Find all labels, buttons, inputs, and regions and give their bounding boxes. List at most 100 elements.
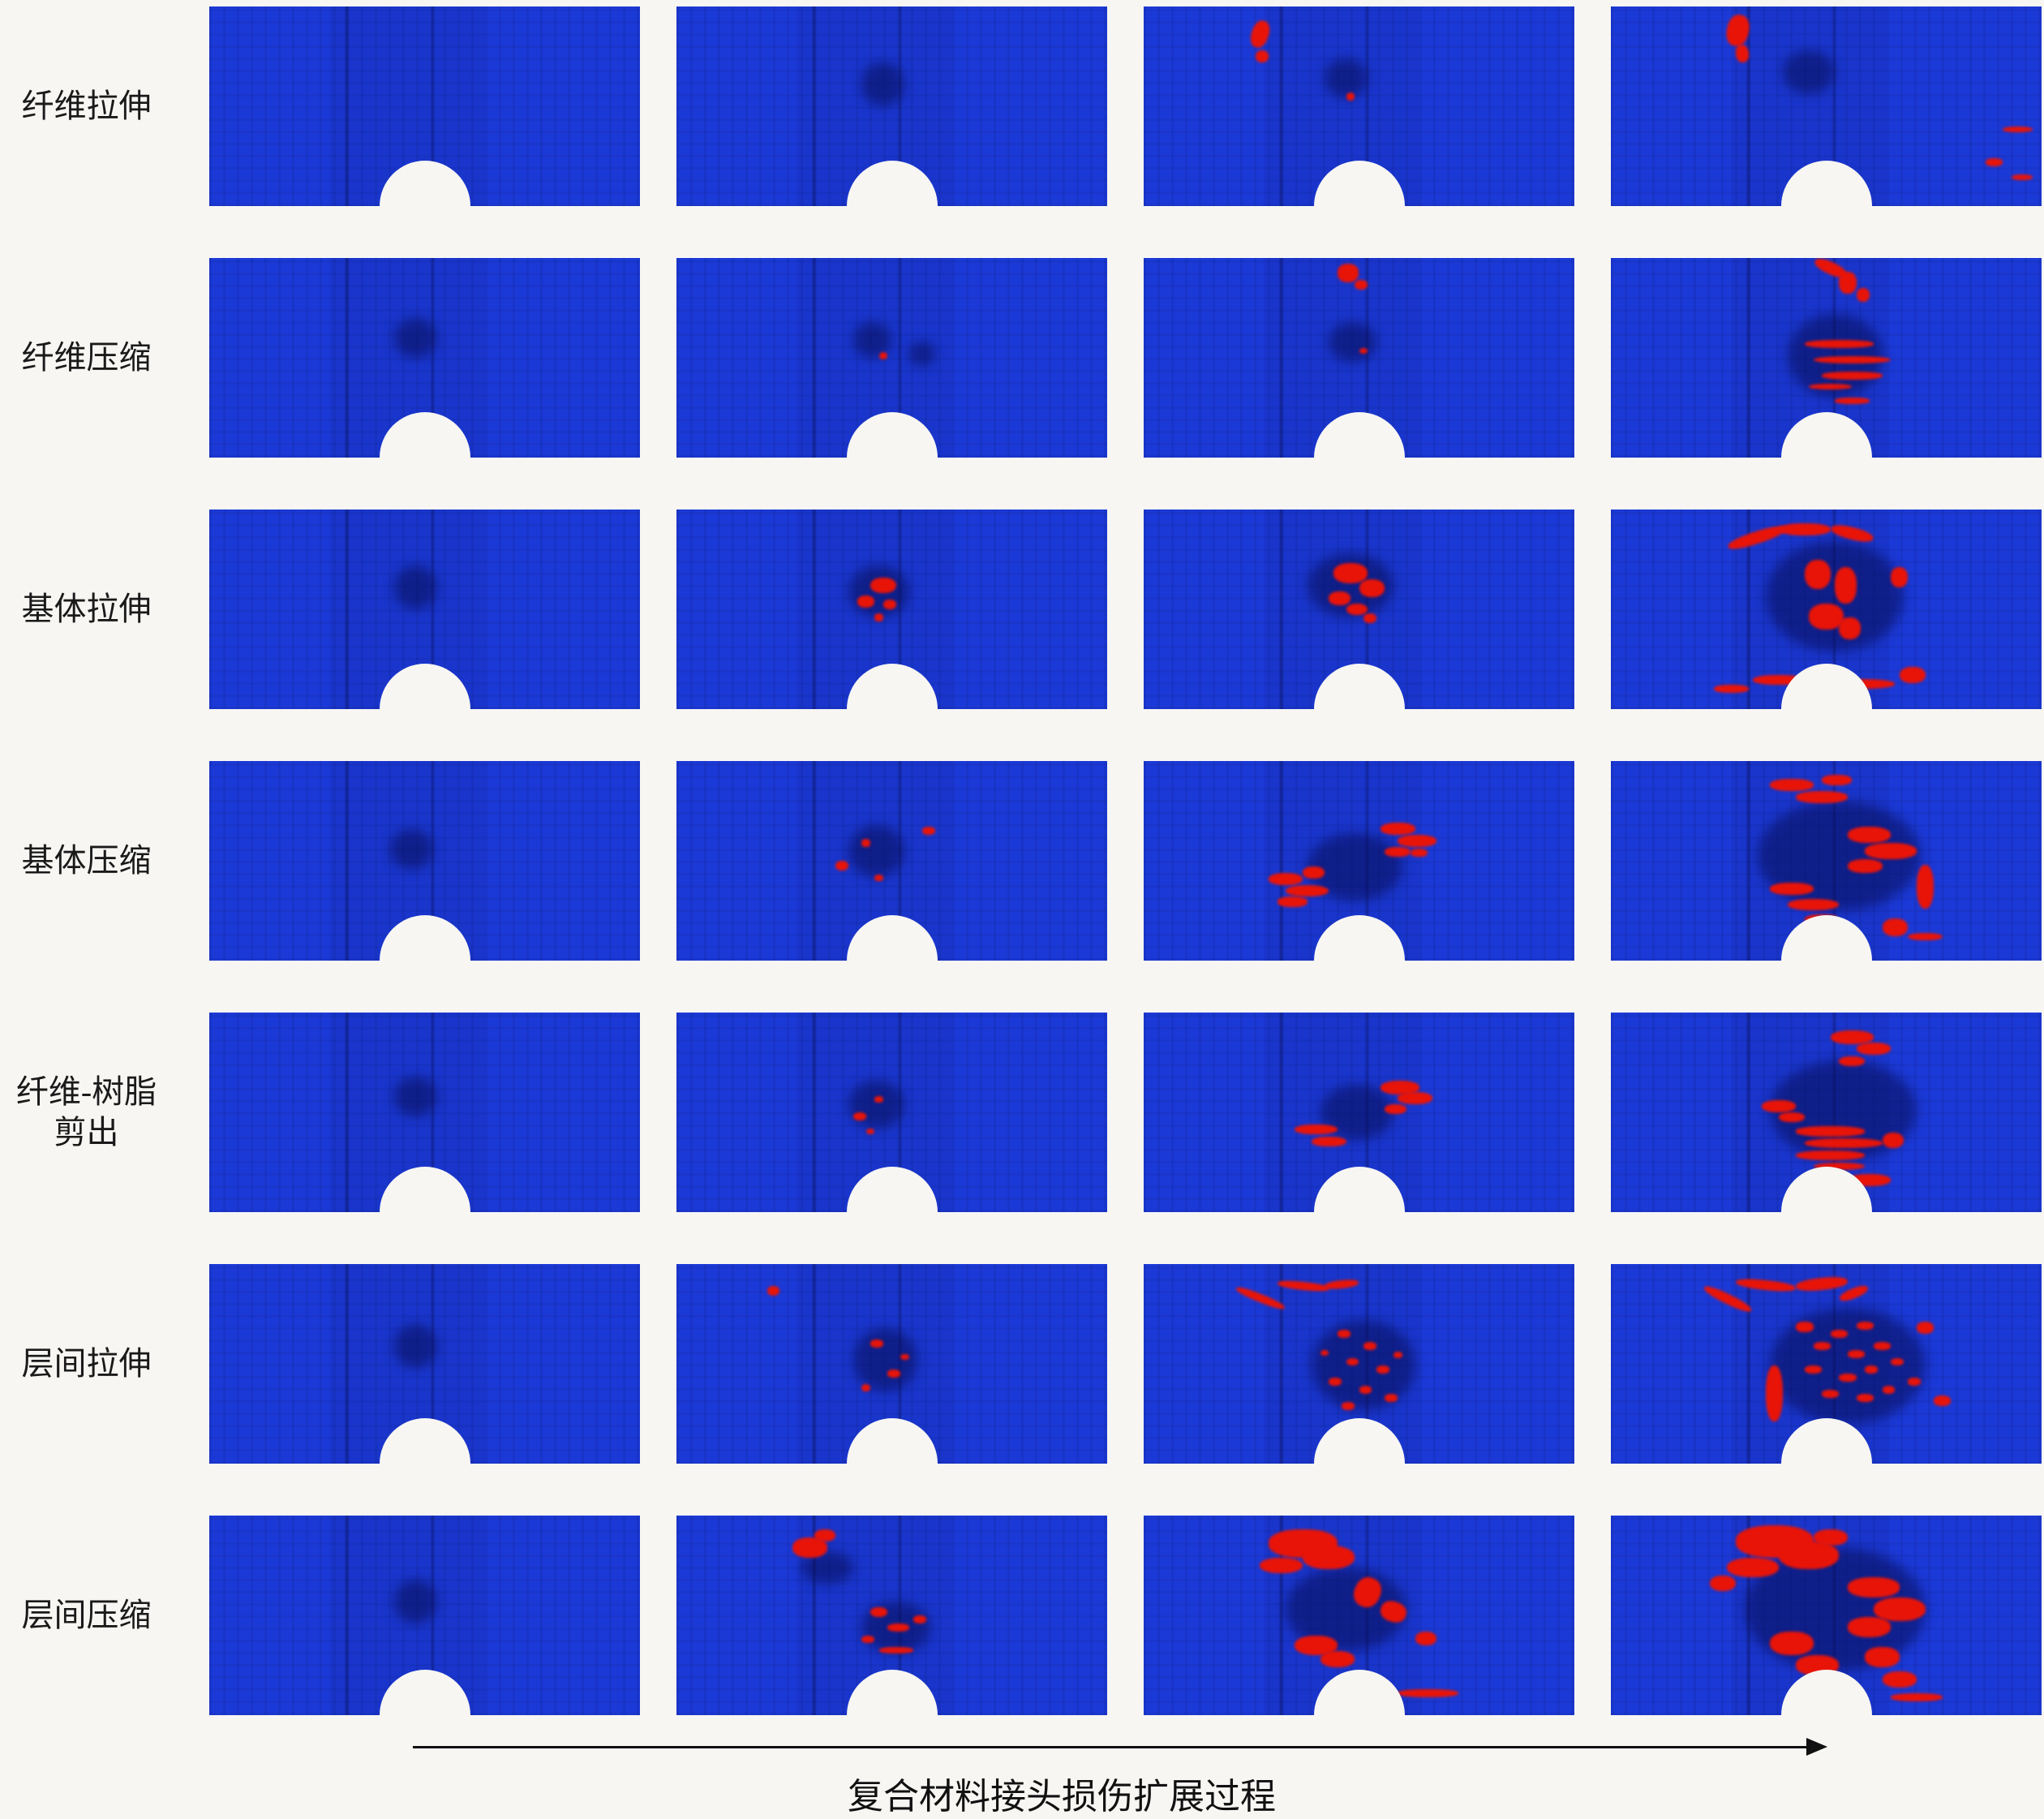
damage-region: [1917, 1322, 1934, 1335]
damage-region: [1779, 1112, 1805, 1123]
damage-region: [1359, 579, 1385, 598]
damage-region: [766, 1286, 780, 1297]
damage-region: [1268, 872, 1303, 885]
damage-region: [1329, 591, 1350, 606]
damage-region: [1848, 1617, 1892, 1638]
damage-region: [874, 875, 883, 881]
damage-shadow-region: [852, 1327, 918, 1392]
damage-region: [1835, 567, 1857, 604]
damage-region: [1256, 50, 1269, 62]
damage-region: [865, 1128, 875, 1135]
damage-shadow-region: [852, 321, 892, 358]
damage-region: [1865, 842, 1917, 859]
damage-region: [1727, 1557, 1780, 1578]
damage-plot: [1144, 1516, 1574, 1715]
damage-region: [1359, 1386, 1372, 1394]
damage-region: [1398, 835, 1437, 847]
damage-region: [1286, 884, 1329, 897]
damage-plot: [1611, 1264, 2042, 1464]
damage-shadow-region: [394, 565, 438, 609]
damage-region: [1882, 1671, 1917, 1688]
damage-region: [1277, 1279, 1329, 1293]
damage-region: [1320, 1651, 1355, 1667]
damage-shadow-region: [394, 317, 438, 358]
damage-plot: [676, 1516, 1107, 1715]
damage-region: [878, 1647, 914, 1653]
damage-region: [1813, 355, 1892, 364]
damage-region: [1277, 897, 1308, 907]
damage-region: [1234, 1284, 1286, 1312]
damage-region: [2003, 126, 2033, 132]
damage-region: [870, 577, 896, 594]
damage-region: [870, 1607, 888, 1618]
damage-region: [1359, 347, 1368, 355]
damage-region: [1766, 1365, 1784, 1422]
damage-plot: [1144, 1264, 1574, 1464]
damage-region: [1770, 883, 1814, 895]
arrow-line: [413, 1746, 1808, 1748]
damage-region: [1363, 1341, 1376, 1350]
damage-region: [1735, 1276, 1797, 1293]
damage-region: [1899, 667, 1926, 683]
damage-region: [1839, 1374, 1857, 1383]
damage-region: [1839, 272, 1857, 295]
damage-row-fiber-resin-shearout: 纤维-树脂 剪出: [0, 1013, 2044, 1212]
damage-region: [1813, 1529, 1849, 1546]
damage-region: [874, 1096, 883, 1103]
damage-region: [1337, 1330, 1350, 1338]
damage-shadow-region: [394, 1076, 438, 1116]
damage-region: [1303, 1545, 1355, 1570]
damage-region: [1303, 866, 1325, 879]
damage-region: [1393, 1352, 1402, 1358]
damage-region: [921, 827, 935, 835]
damage-region: [1856, 1322, 1874, 1331]
damage-region: [1710, 1575, 1736, 1592]
damage-region: [1702, 1283, 1753, 1315]
damage-region: [1856, 1042, 1892, 1055]
row-label-fiber-resin-shearout: 纤维-树脂 剪出: [15, 1073, 157, 1150]
damage-region: [1917, 864, 1934, 910]
damage-region: [1856, 287, 1870, 303]
damage-region: [1346, 1357, 1359, 1366]
damage-region: [1809, 383, 1853, 390]
damage-region: [1830, 1330, 1849, 1338]
damage-region: [1376, 1365, 1389, 1374]
arrow-head-icon: [1806, 1738, 1827, 1756]
row-label-matrix-compression: 基体压缩: [21, 842, 152, 879]
damage-region: [1346, 603, 1368, 616]
damage-region: [1724, 12, 1752, 49]
damage-region: [835, 861, 849, 871]
damage-plot: [676, 1264, 1107, 1464]
damage-region: [1865, 1647, 1900, 1667]
damage-plot: [1144, 258, 1574, 458]
damage-shadow-region: [394, 1323, 438, 1368]
damage-region: [1796, 1150, 1866, 1161]
damage-region: [1882, 1386, 1896, 1394]
damage-region: [874, 613, 883, 621]
damage-region: [1908, 1378, 1922, 1387]
damage-region: [1873, 1597, 1926, 1622]
damage-region: [1294, 1124, 1338, 1135]
damage-shadow-region: [394, 1579, 438, 1623]
damage-plot: [209, 6, 640, 206]
row-label-fiber-compression: 纤维压缩: [21, 339, 152, 376]
damage-region: [1856, 1393, 1874, 1402]
damage-region: [1753, 675, 1805, 686]
damage-region: [1848, 1174, 1892, 1186]
damage-row-fiber-compression: 纤维压缩: [0, 258, 2044, 458]
damage-plot: [209, 258, 640, 458]
damage-region: [1795, 1275, 1849, 1293]
damage-region: [1813, 1341, 1831, 1350]
damage-region: [913, 1615, 926, 1623]
damage-region: [1865, 1365, 1879, 1374]
damage-region: [852, 1112, 866, 1120]
damage-region: [1796, 1126, 1866, 1137]
damage-region: [1804, 559, 1831, 590]
damage-region: [1779, 523, 1831, 535]
damage-region: [1796, 1322, 1814, 1332]
damage-plot: [1144, 510, 1574, 709]
damage-region: [1804, 1365, 1823, 1374]
damage-region: [1779, 1541, 1840, 1570]
damage-region: [1337, 264, 1359, 282]
